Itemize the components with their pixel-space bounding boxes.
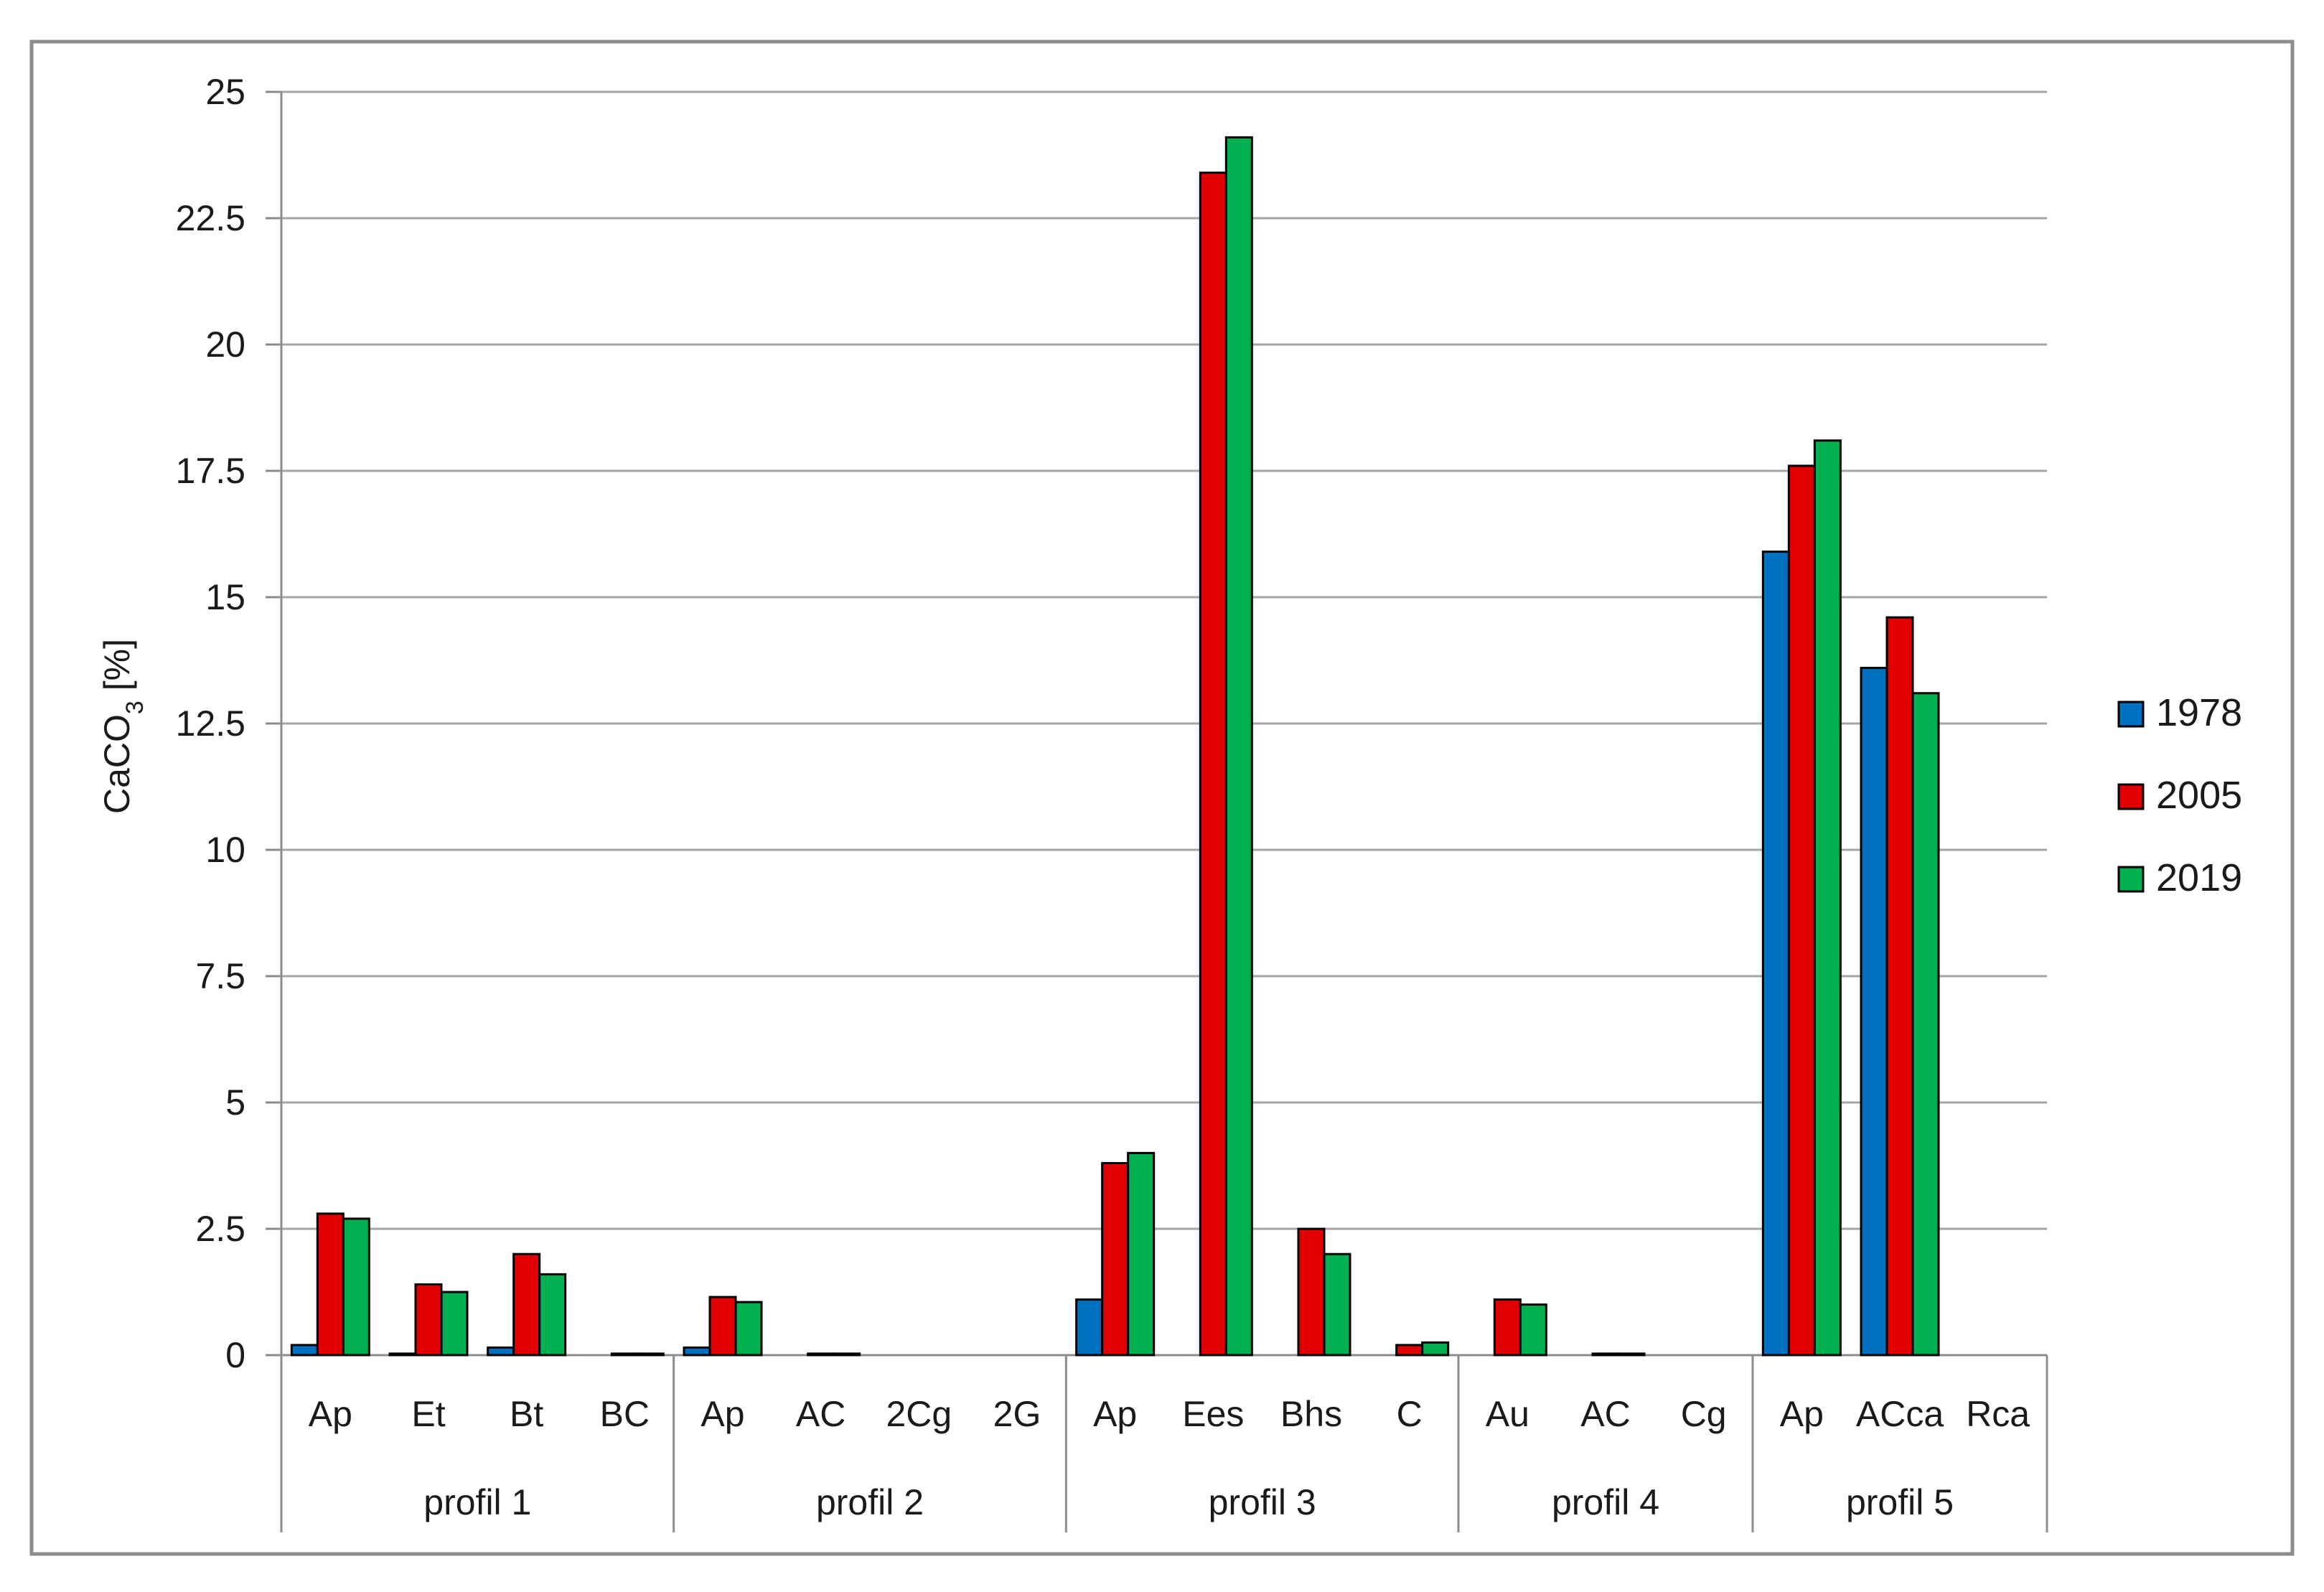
x-category-label: C — [1397, 1394, 1423, 1434]
bar-2019-Au — [1519, 1303, 1547, 1357]
bar-2019-ACca — [1911, 692, 1940, 1357]
bar-2005-Bt — [512, 1252, 541, 1357]
bar-2019-AC — [833, 1352, 861, 1357]
bar-2005-Bhs — [1297, 1227, 1326, 1357]
bar-2019-Ap — [1813, 439, 1842, 1357]
x-category-label: ACca — [1856, 1394, 1944, 1434]
bar-1978-Ap — [683, 1346, 711, 1357]
bar-1978-Bt — [487, 1346, 515, 1357]
bar-2005-Au — [1493, 1298, 1522, 1357]
bar-2019-Ees — [1224, 136, 1253, 1357]
y-tick-label: 7.5 — [195, 956, 245, 996]
y-tick-label: 20 — [205, 324, 245, 365]
legend-swatch — [2117, 701, 2145, 728]
bar-2019-Bt — [538, 1273, 567, 1357]
x-category-label: Au — [1486, 1394, 1529, 1434]
axes: 0 2.5 5 7.5 10 12.5 15 17.5 20 22.5 25 — [176, 72, 2047, 1375]
bar-1978-Ap — [290, 1344, 319, 1357]
x-category-label: Rca — [1966, 1394, 2030, 1434]
legend-swatch — [2117, 866, 2145, 893]
category-labels: Ap Et Bt BC profil 1 Ap AC 2Cg 2G profil 2 Ap Ees Bh… — [280, 1355, 2048, 1532]
x-group-label: profil 2 — [816, 1482, 924, 1522]
gridlines — [281, 90, 2047, 1230]
bar-1978-ACca — [1860, 667, 1888, 1357]
y-tick-label: 22.5 — [176, 198, 245, 238]
bar-2005-ACca — [1885, 616, 1914, 1357]
legend-swatch — [2117, 783, 2145, 810]
x-category-label: Bt — [510, 1394, 543, 1434]
bar-2019-Ap — [342, 1217, 370, 1357]
bar-2005-Ees — [1199, 172, 1227, 1357]
legend-entry: 2005 — [2156, 774, 2242, 817]
y-tick-label: 12.5 — [176, 703, 245, 744]
bar-2005-Ap — [316, 1212, 345, 1357]
bar-2005-Ap — [1787, 464, 1816, 1357]
legend-entry: 1978 — [2156, 691, 2242, 734]
y-tick-label: 17.5 — [176, 451, 245, 491]
x-category-label: 2G — [993, 1394, 1041, 1434]
x-category-label: AC — [796, 1394, 845, 1434]
bar-2019-Et — [440, 1291, 469, 1357]
x-group-label: profil 3 — [1209, 1482, 1316, 1522]
x-category-label: Ap — [309, 1394, 352, 1434]
bars — [290, 136, 1940, 1357]
x-category-label: Ap — [701, 1394, 744, 1434]
legend-entry: 2019 — [2156, 856, 2242, 899]
y-axis-title: CaCO3 [%] — [97, 639, 149, 814]
x-category-label: Ap — [1780, 1394, 1824, 1434]
y-tick-label: 10 — [205, 830, 245, 870]
x-category-label: Ap — [1093, 1394, 1137, 1434]
bar-2005-Ap — [1101, 1161, 1130, 1357]
y-axis-title-unit: [%] — [97, 639, 137, 701]
bar-1978-Et — [388, 1352, 417, 1357]
bar-2019-C — [1421, 1341, 1450, 1357]
x-category-label: Bhs — [1280, 1394, 1342, 1434]
bar-2019-AC — [1617, 1352, 1646, 1357]
y-tick-label: 15 — [205, 577, 245, 617]
x-group-label: profil 1 — [423, 1482, 531, 1522]
bar-2005-Ap — [708, 1296, 737, 1357]
y-tick-label: 25 — [205, 72, 245, 112]
x-category-label: Et — [411, 1394, 445, 1434]
x-group-label: profil 5 — [1846, 1482, 1954, 1522]
bar-2019-Ap — [734, 1301, 763, 1357]
bar-1978-Ap — [1761, 551, 1790, 1357]
y-axis-title-main: CaCO — [97, 714, 137, 814]
bar-2019-Ap — [1127, 1151, 1156, 1357]
bar-2005-AC — [1591, 1352, 1620, 1357]
y-tick-label: 0 — [225, 1335, 245, 1375]
chart-border — [29, 39, 2295, 1556]
legend: 1978 2005 2019 — [2117, 691, 2242, 899]
x-category-label: BC — [600, 1394, 650, 1434]
y-axis-title-subscript: 3 — [121, 701, 149, 714]
bar-2005-Et — [414, 1283, 443, 1357]
x-group-label: profil 4 — [1552, 1482, 1659, 1522]
x-category-label: Ees — [1182, 1394, 1244, 1434]
x-category-label: 2Cg — [886, 1394, 952, 1434]
bar-2005-BC — [610, 1352, 639, 1357]
bar-1978-Ap — [1075, 1298, 1104, 1357]
x-category-label: Cg — [1681, 1394, 1727, 1434]
bar-2005-AC — [807, 1352, 835, 1357]
x-category-label: AC — [1580, 1394, 1630, 1434]
y-tick-label: 5 — [225, 1082, 245, 1123]
y-tick-label: 2.5 — [195, 1209, 245, 1249]
bar-2005-C — [1395, 1344, 1424, 1357]
bar-2019-Bhs — [1323, 1252, 1351, 1357]
bar-2019-BC — [636, 1352, 665, 1357]
